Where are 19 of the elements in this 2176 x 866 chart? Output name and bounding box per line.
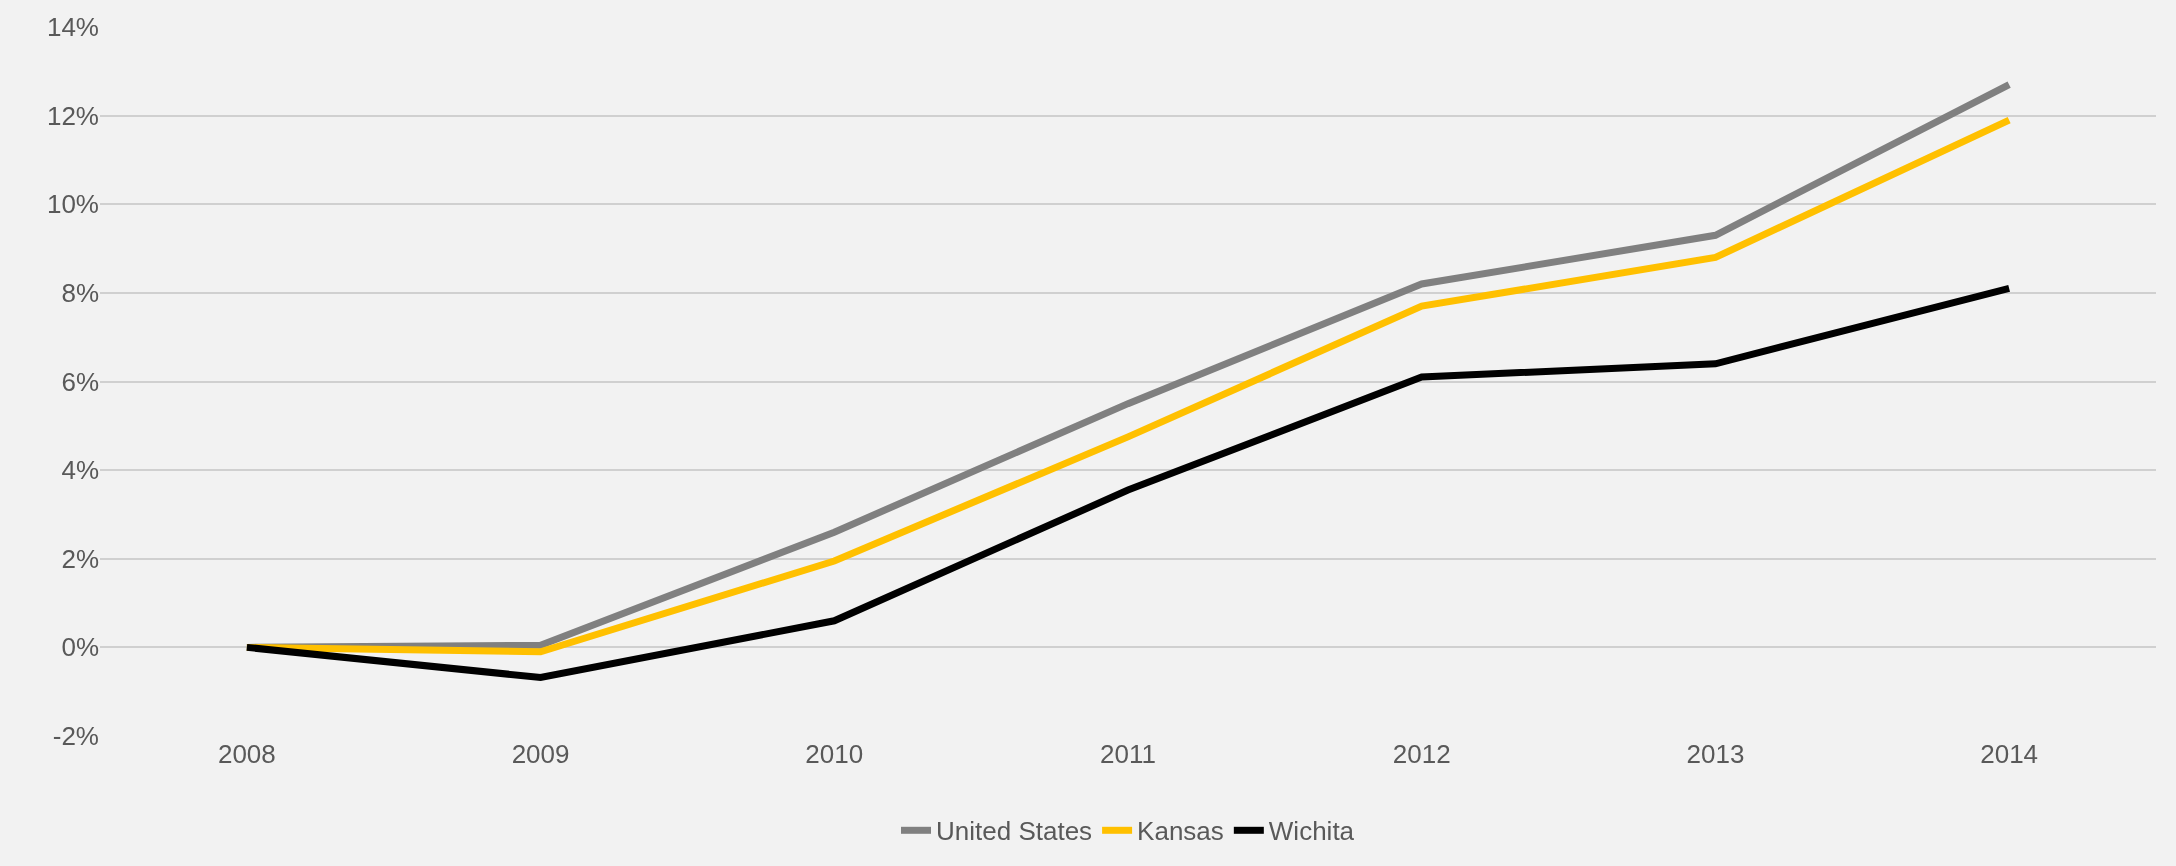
y-tick-label: 12%: [46, 100, 99, 131]
x-tick-label: 2012: [1392, 739, 1451, 769]
legend-label: Kansas: [1137, 816, 1224, 847]
y-tick-label: 4%: [61, 455, 99, 486]
x-tick-label: 2011: [1100, 739, 1156, 769]
y-tick-label: 8%: [61, 277, 99, 308]
y-tick-label: 14%: [46, 12, 99, 43]
x-tick-label: 2013: [1686, 739, 1745, 769]
legend-label: Wichita: [1268, 816, 1355, 847]
x-tick-label: 2009: [511, 739, 570, 769]
y-tick-label: 0%: [61, 632, 99, 663]
y-tick-label: 6%: [61, 366, 99, 397]
x-tick-label: 2010: [805, 739, 864, 769]
y-tick-label: 10%: [46, 189, 99, 220]
x-tick-label: 2008: [217, 739, 276, 769]
legend-label: United States: [936, 816, 1093, 847]
x-tick-label: 2014: [1980, 739, 2039, 769]
y-tick-label: 2%: [61, 543, 99, 574]
y-tick-label: -2%: [52, 721, 99, 752]
